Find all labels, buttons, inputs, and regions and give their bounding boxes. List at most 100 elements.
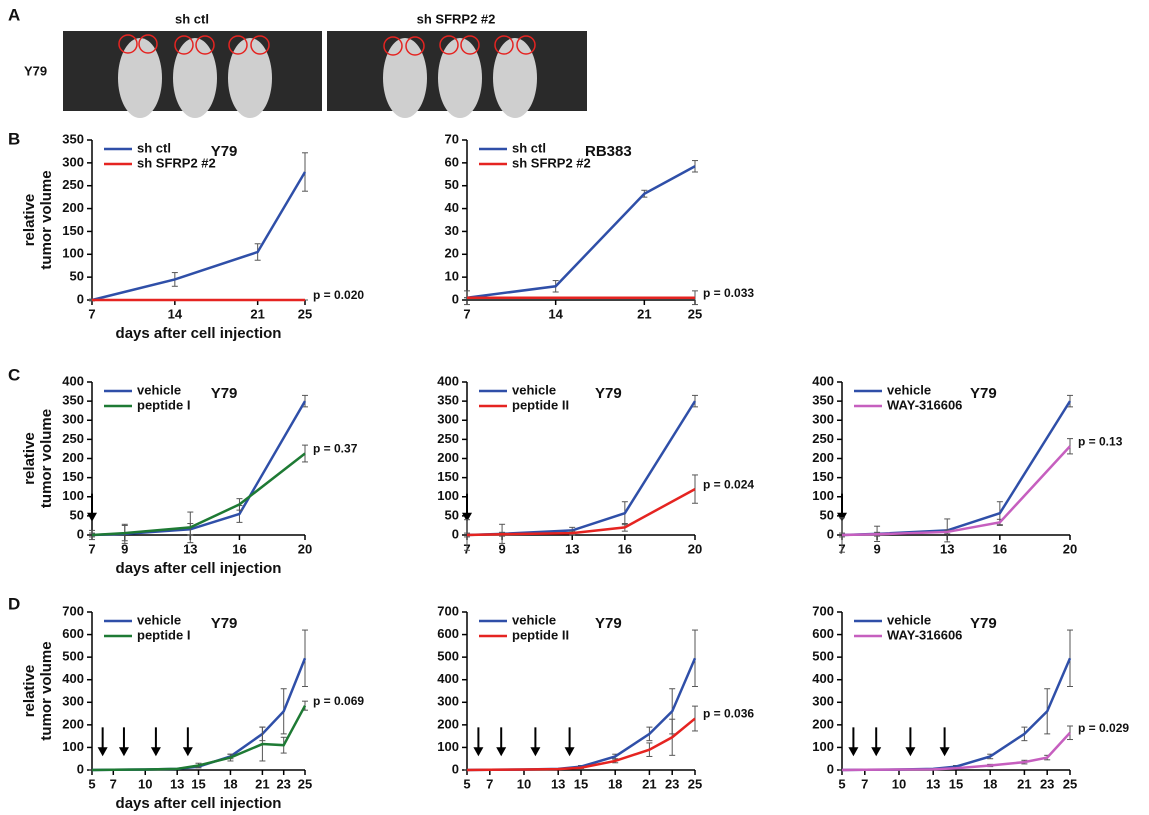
y-tick-label: 0	[452, 526, 459, 541]
series-line	[91, 171, 307, 302]
image-group-label: sh SFRP2 #2	[417, 11, 496, 26]
y-tick-label: 150	[812, 469, 834, 484]
p-value: p = 0.036	[703, 707, 754, 721]
panel-label: B	[8, 129, 20, 148]
x-tick-label: 21	[255, 776, 269, 791]
chart-title: Y79	[970, 385, 997, 402]
series-line	[466, 165, 696, 299]
y-tick-label: 50	[70, 507, 84, 522]
y-tick-label: 150	[437, 469, 459, 484]
y-tick-label: 0	[452, 291, 459, 306]
panel-label: C	[8, 365, 20, 384]
y-tick-label: 200	[62, 716, 84, 731]
y-tick-label: 300	[812, 412, 834, 427]
x-tick-label: 23	[276, 776, 290, 791]
x-tick-label: 23	[665, 776, 679, 791]
chart-title: Y79	[595, 385, 622, 402]
treatment-arrow-head	[462, 512, 472, 522]
treatment-arrow-head	[848, 747, 859, 757]
image-group-label: sh ctl	[175, 11, 209, 26]
x-tick-label: 18	[983, 776, 997, 791]
x-tick-label: 7	[861, 776, 868, 791]
legend-label: peptide I	[137, 627, 190, 642]
y-tick-label: 400	[62, 373, 84, 388]
x-tick-label: 25	[1063, 776, 1077, 791]
treatment-arrow-head	[837, 512, 847, 522]
x-axis-label: days after cell injection	[116, 325, 282, 342]
y-tick-label: 250	[812, 431, 834, 446]
chart-title: RB383	[585, 143, 632, 160]
x-tick-label: 20	[1063, 541, 1077, 556]
legend-label: peptide II	[512, 397, 569, 412]
y-tick-label: 100	[812, 739, 834, 754]
y-tick-label: 0	[827, 526, 834, 541]
y-tick-label: 200	[437, 450, 459, 465]
series-line	[841, 400, 1072, 537]
y-tick-label: 300	[62, 694, 84, 709]
legend-label: vehicle	[137, 382, 181, 397]
y-tick-label: 200	[62, 450, 84, 465]
legend-label: WAY-316606	[887, 627, 962, 642]
x-tick-label: 13	[565, 541, 579, 556]
x-tick-label: 10	[138, 776, 152, 791]
x-tick-label: 13	[170, 776, 184, 791]
y-tick-label: 350	[437, 393, 459, 408]
y-tick-label: 700	[437, 603, 459, 618]
y-axis-label: relative	[21, 665, 38, 718]
x-tick-label: 10	[892, 776, 906, 791]
y-tick-label: 250	[62, 177, 84, 192]
p-value: p = 0.37	[313, 442, 358, 456]
treatment-arrow-head	[87, 512, 97, 522]
y-tick-label: 350	[62, 131, 84, 146]
y-tick-label: 250	[437, 431, 459, 446]
y-tick-label: 400	[812, 373, 834, 388]
series-line	[466, 717, 696, 772]
x-tick-label: 25	[298, 776, 312, 791]
treatment-arrow-head	[564, 747, 575, 757]
chart-title: Y79	[211, 143, 238, 160]
y-tick-label: 700	[812, 603, 834, 618]
chart-title: Y79	[211, 615, 238, 632]
y-tick-label: 200	[812, 450, 834, 465]
x-tick-label: 13	[183, 541, 197, 556]
image-row-label: Y79	[24, 63, 47, 78]
y-tick-label: 0	[77, 761, 84, 776]
x-tick-label: 7	[110, 776, 117, 791]
y-tick-label: 40	[445, 200, 459, 215]
p-value: p = 0.020	[313, 288, 364, 302]
y-tick-label: 300	[437, 412, 459, 427]
x-tick-label: 20	[688, 541, 702, 556]
y-tick-label: 100	[62, 739, 84, 754]
series-line	[841, 445, 1071, 537]
x-tick-label: 16	[993, 541, 1007, 556]
legend-label: vehicle	[887, 382, 931, 397]
legend-label: sh ctl	[512, 140, 546, 155]
y-tick-label: 10	[445, 269, 459, 284]
y-tick-label: 100	[62, 488, 84, 503]
y-tick-label: 60	[445, 154, 459, 169]
y-tick-label: 50	[820, 507, 834, 522]
legend-label: sh ctl	[137, 140, 171, 155]
x-tick-label: 21	[637, 306, 651, 321]
y-tick-label: 50	[445, 507, 459, 522]
y-tick-label: 200	[437, 716, 459, 731]
y-tick-label: 200	[812, 716, 834, 731]
p-value: p = 0.029	[1078, 721, 1129, 735]
p-value: p = 0.069	[313, 694, 364, 708]
x-tick-label: 7	[486, 776, 493, 791]
x-tick-label: 7	[88, 541, 95, 556]
y-tick-label: 400	[812, 671, 834, 686]
treatment-arrow-head	[939, 747, 950, 757]
y-tick-label: 350	[62, 393, 84, 408]
y-axis-label: tumor volume	[38, 641, 55, 740]
x-tick-label: 23	[1040, 776, 1054, 791]
x-tick-label: 5	[88, 776, 95, 791]
treatment-arrow-head	[871, 747, 882, 757]
y-tick-label: 400	[437, 671, 459, 686]
treatment-arrow-head	[182, 747, 193, 757]
x-tick-label: 13	[926, 776, 940, 791]
legend-label: vehicle	[887, 612, 931, 627]
panel-label: A	[8, 5, 20, 24]
x-tick-label: 9	[121, 541, 128, 556]
